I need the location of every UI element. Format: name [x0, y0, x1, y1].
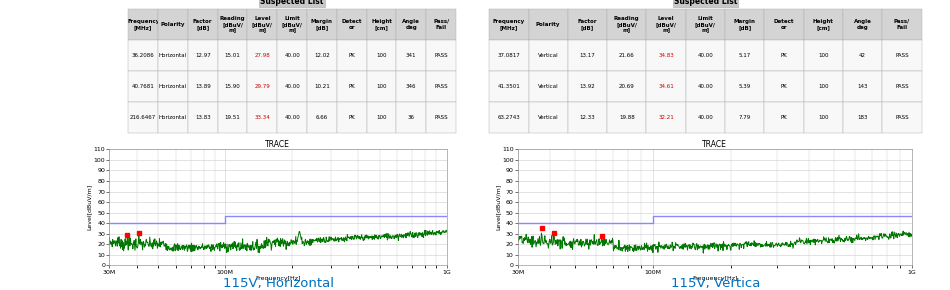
X-axis label: Frequency[Hz]: Frequency[Hz]: [256, 276, 300, 281]
Text: Suspected List: Suspected List: [674, 0, 737, 6]
Text: 115V, Vertica: 115V, Vertica: [671, 277, 760, 290]
Legend: QP Limit, PK: QP Limit, PK: [521, 289, 582, 290]
Text: Suspected List: Suspected List: [260, 0, 324, 6]
Y-axis label: Level[dBuV/m]: Level[dBuV/m]: [496, 184, 501, 231]
Legend: QP Limit, PK: QP Limit, PK: [112, 289, 174, 290]
Text: 115V, Horizontal: 115V, Horizontal: [223, 277, 333, 290]
Title: TRACE: TRACE: [702, 139, 728, 148]
X-axis label: Frequency[Hz]: Frequency[Hz]: [693, 276, 737, 281]
Title: TRACE: TRACE: [265, 139, 291, 148]
Y-axis label: Level[dBuV/m]: Level[dBuV/m]: [87, 184, 92, 231]
